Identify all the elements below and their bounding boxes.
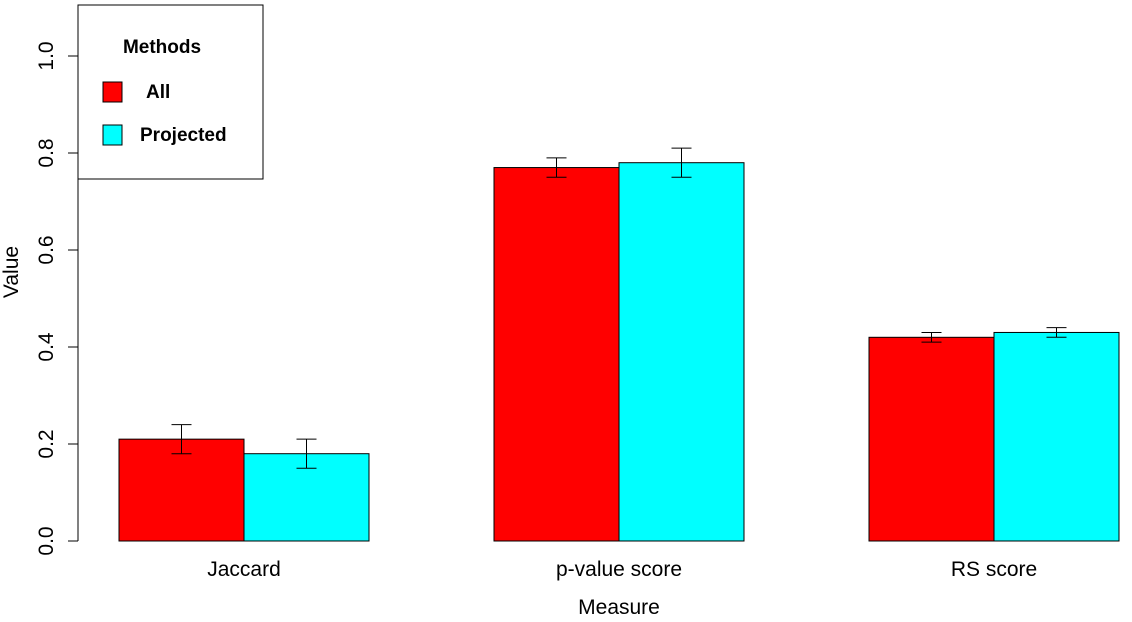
bar-all-1 xyxy=(493,167,620,542)
legend-swatch-all xyxy=(102,81,123,103)
y-tick-label: 0.2 xyxy=(35,429,58,458)
y-tick-label: 0.8 xyxy=(35,138,58,167)
bar-projected-1 xyxy=(618,162,745,542)
y-tick-label: 1.0 xyxy=(35,41,58,70)
legend-label-projected: Projected xyxy=(140,125,227,146)
bars xyxy=(118,162,1120,542)
legend-label-all: All xyxy=(146,82,170,103)
x-tick-label: Jaccard xyxy=(207,558,281,581)
x-tick-label: RS score xyxy=(951,558,1037,581)
error-bars xyxy=(171,147,1067,469)
legend-swatch-projected xyxy=(102,124,123,146)
bar-all-2 xyxy=(868,336,995,542)
bar-all-0 xyxy=(118,438,245,542)
legend: Methods All Projected xyxy=(77,4,264,180)
bar-projected-2 xyxy=(993,331,1120,542)
x-axis-title: Measure xyxy=(578,596,660,619)
x-tick-label: p-value score xyxy=(556,558,682,581)
legend-title: Methods xyxy=(123,37,201,58)
x-axis-labels: Jaccard p-value score RS score xyxy=(207,558,1037,581)
y-tick-label: 0.0 xyxy=(35,526,58,555)
y-tick-label: 0.4 xyxy=(35,332,58,362)
y-axis: 0.0 0.2 0.4 0.6 0.8 1.0 xyxy=(35,41,79,556)
y-axis-title: Value xyxy=(0,246,23,298)
y-tick-label: 0.6 xyxy=(35,235,58,264)
